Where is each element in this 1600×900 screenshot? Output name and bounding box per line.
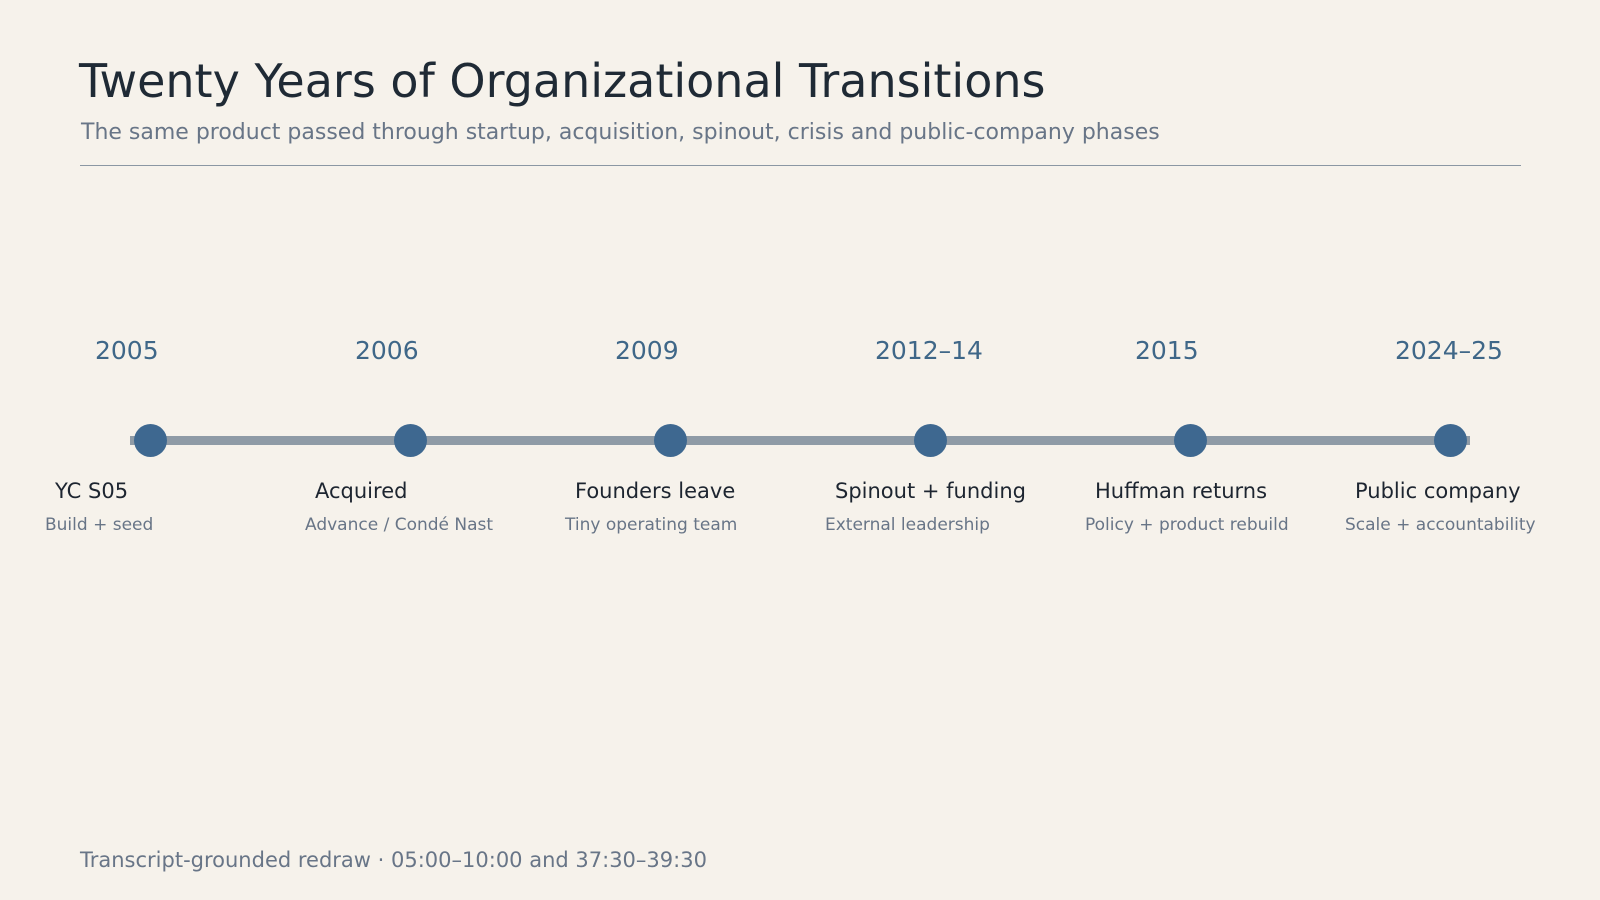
timeline-event-detail: External leadership	[825, 515, 990, 535]
timeline-year: 2006	[355, 336, 419, 365]
timeline-event-label: Spinout + funding	[835, 479, 1026, 503]
page-subtitle: The same product passed through startup,…	[81, 120, 1160, 145]
timeline-event-detail: Build + seed	[45, 515, 154, 535]
timeline-node	[1433, 424, 1467, 457]
timeline-node	[393, 424, 427, 457]
timeline-track	[130, 436, 1470, 445]
timeline-year: 2015	[1135, 336, 1199, 365]
footer-note: Transcript-grounded redraw · 05:00–10:00…	[80, 848, 707, 872]
timeline-event-label: Public company	[1355, 479, 1521, 503]
timeline-year: 2005	[95, 336, 159, 365]
timeline-year: 2024–25	[1395, 336, 1503, 365]
timeline-event-detail: Scale + accountability	[1345, 515, 1536, 535]
timeline-event-label: Founders leave	[575, 479, 736, 503]
timeline-event-label: Acquired	[315, 479, 408, 503]
timeline-event-detail: Advance / Condé Nast	[305, 515, 494, 535]
timeline-event-detail: Policy + product rebuild	[1085, 515, 1289, 535]
header-divider	[80, 165, 1521, 166]
timeline-node	[133, 424, 167, 457]
timeline-event-label: YC S05	[55, 479, 129, 503]
timeline-event-label: Huffman returns	[1095, 479, 1268, 503]
timeline-node	[1173, 424, 1207, 457]
timeline-event-detail: Tiny operating team	[565, 515, 738, 535]
timeline-year: 2012–14	[875, 336, 983, 365]
timeline-year: 2009	[615, 336, 679, 365]
timeline-node	[913, 424, 947, 457]
timeline-node	[653, 424, 687, 457]
page-title: Twenty Years of Organizational Transitio…	[79, 54, 1046, 108]
